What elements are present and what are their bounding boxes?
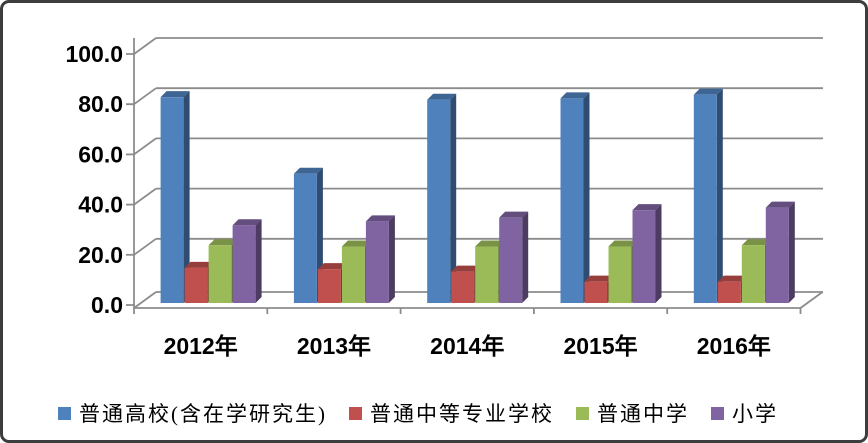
depth-line [133, 37, 157, 55]
bar-side-3-1 [388, 215, 395, 303]
bar-0-3 [560, 98, 584, 303]
bar-top-2-1 [341, 240, 371, 247]
bar-3-4 [765, 207, 789, 303]
y-axis-label: 60.0 [78, 141, 123, 167]
bar-top-1-1 [317, 263, 347, 270]
bar-side-0-2 [450, 93, 457, 303]
bar-top-0-0 [160, 91, 190, 98]
legend-item-putong-zhongxue: 普通中学 [576, 398, 689, 428]
legend-swatch-green-icon [576, 406, 589, 420]
bar-top-0-3 [560, 92, 590, 99]
bar-top-0-2 [427, 93, 457, 100]
bar-side-3-3 [655, 204, 662, 303]
legend-item-zhongdeng-zhuanye: 普通中等专业学校 [349, 398, 554, 428]
y-axis-label: 40.0 [78, 192, 123, 218]
bar-side-3-0 [255, 219, 262, 303]
bar-side-3-2 [522, 211, 529, 303]
y-axis-label: 20.0 [78, 242, 123, 268]
y-axis-label: 80.0 [78, 91, 123, 117]
chart-legend: 普通高校(含在学研究生) 普通中等专业学校 普通中学 小学 [58, 395, 858, 431]
bar-1-0 [184, 267, 208, 303]
x-axis-label: 2015年 [563, 333, 637, 359]
bar-3-3 [632, 210, 656, 303]
bar-top-0-4 [693, 88, 723, 95]
bar-top-3-0 [232, 219, 262, 226]
x-axis-label: 2016年 [697, 333, 771, 359]
y-axis-label: 100.0 [65, 41, 123, 67]
bar-3-1 [365, 221, 389, 303]
bar-top-2-0 [208, 239, 238, 246]
x-axis-label: 2014年 [430, 333, 504, 359]
floor-depth-line [799, 291, 824, 309]
bar-top-2-2 [475, 240, 505, 247]
legend-label: 小学 [732, 402, 778, 426]
bar-top-0-1 [293, 167, 323, 174]
bar-top-1-4 [717, 275, 747, 282]
bar-0-4 [693, 94, 717, 303]
legend-swatch-purple-icon [711, 406, 724, 420]
legend-label: 普通中学 [597, 402, 689, 426]
bar-top-2-4 [741, 239, 771, 246]
bar-2-3 [608, 246, 632, 303]
legend-label: 普通中等专业学校 [370, 402, 554, 426]
bar-top-3-3 [632, 204, 662, 211]
bar-top-1-0 [184, 261, 214, 268]
bar-0-2 [427, 99, 451, 303]
depth-line [133, 187, 157, 206]
bar-top-2-3 [608, 240, 638, 247]
depth-line [133, 137, 157, 156]
bar-3-2 [499, 217, 523, 303]
bar-0-1 [293, 173, 317, 303]
bar-top-3-4 [765, 201, 795, 208]
legend-swatch-red-icon [349, 406, 362, 420]
bar-0-0 [160, 97, 184, 304]
x-axis-label: 2013年 [297, 333, 371, 359]
depth-line [133, 87, 157, 105]
bar-chart-plot-area: 0.0 20.0 40.0 60.0 80.0 100.0 2012年 2013年 2014年 2… [65, 37, 824, 359]
depth-line [133, 238, 157, 256]
bar-top-1-3 [584, 275, 614, 282]
bar-2-0 [208, 245, 232, 303]
bar-side-0-3 [583, 92, 590, 303]
legend-swatch-blue-icon [58, 406, 71, 420]
bar-2-4 [741, 245, 765, 303]
legend-item-xiaoxue: 小学 [711, 398, 778, 428]
bar-2-2 [475, 246, 499, 303]
y-axis-label: 0.0 [91, 292, 123, 318]
depth-line [133, 291, 157, 309]
bar-1-4 [717, 281, 741, 303]
bar-3-0 [232, 225, 256, 303]
bar-1-3 [584, 281, 608, 303]
bar-2-1 [341, 246, 365, 303]
legend-item-putong-gaoxiao: 普通高校(含在学研究生) [58, 398, 327, 428]
bar-1-2 [451, 271, 475, 303]
bar-1-1 [317, 269, 341, 303]
bar-top-3-2 [499, 211, 529, 218]
bar-side-3-4 [788, 201, 795, 303]
bar-top-1-2 [451, 265, 481, 272]
legend-label: 普通高校(含在学研究生) [79, 402, 327, 426]
x-axis-label: 2012年 [164, 333, 238, 359]
bar-side-0-4 [716, 88, 723, 303]
bar-top-3-1 [365, 215, 395, 222]
bar-side-0-0 [183, 91, 190, 304]
